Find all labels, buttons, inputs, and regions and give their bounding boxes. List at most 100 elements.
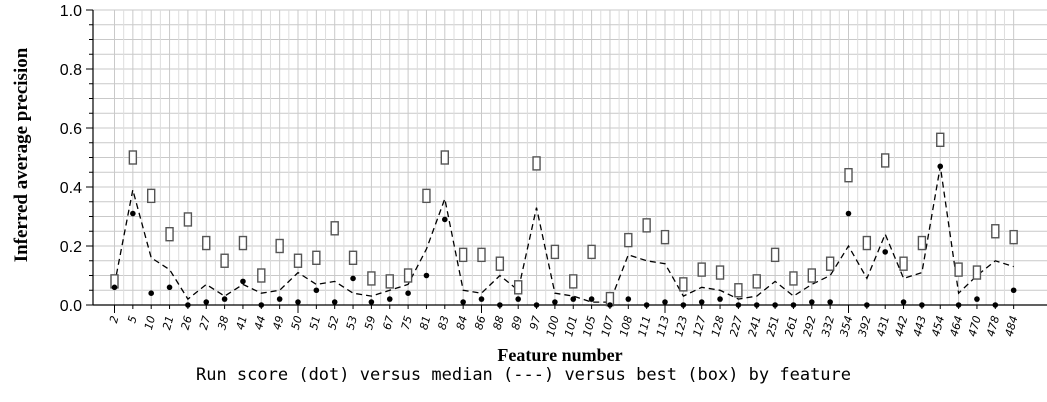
y-axis-label: Inferred average precision — [11, 47, 32, 262]
y-tick-label: 0.2 — [60, 239, 82, 256]
x-tick-label: 241 — [746, 314, 764, 338]
best-box — [660, 229, 670, 245]
x-tick-label: 431 — [874, 314, 892, 338]
run-score-dot — [662, 299, 668, 305]
x-tick-label: 101 — [562, 314, 580, 338]
run-score-dot — [313, 287, 320, 294]
run-score-dot — [221, 296, 228, 302]
x-tick-label: 251 — [764, 314, 782, 338]
x-tick-label: 88 — [491, 314, 507, 331]
x-tick-label: 27 — [197, 314, 213, 331]
x-tick-label: 83 — [436, 314, 452, 331]
x-tick-label: 97 — [527, 314, 543, 331]
run-score-dot — [882, 249, 888, 255]
best-box — [367, 271, 376, 286]
x-tick-label: 51 — [307, 314, 323, 331]
x-tick-label: 470 — [966, 314, 984, 338]
y-axis-ticks: 0.0 0.2 0.4 0.6 0.8 1.0 — [60, 3, 93, 315]
best-box — [128, 150, 138, 165]
x-tick-label: 261 — [782, 314, 800, 338]
best-box — [954, 262, 963, 277]
x-axis-ticks: 2 5 10 21 26 27 38 41 44 49 50 51 52 53 59 67 75 81 83 84 86… — [107, 305, 1021, 338]
best-box — [183, 212, 193, 227]
run-score-dot — [698, 299, 705, 305]
run-score-dot — [331, 299, 338, 305]
best-box — [734, 283, 743, 298]
run-score-dot — [130, 210, 136, 217]
run-score-dot — [809, 299, 815, 305]
x-tick-label: 111 — [636, 314, 654, 338]
best-box — [403, 268, 413, 283]
run-score-dot — [607, 302, 613, 308]
run-score-dot — [570, 296, 577, 302]
run-score-dot — [442, 216, 448, 223]
run-score-dot — [588, 296, 595, 302]
run-score-dot — [919, 302, 925, 308]
x-tick-label: 53 — [344, 314, 360, 331]
run-score-dot — [148, 290, 154, 297]
best-box — [385, 274, 394, 289]
x-tick-label: 2 — [107, 314, 121, 324]
best-box — [202, 235, 211, 251]
x-tick-label: 67 — [380, 314, 396, 331]
run-score-dot — [552, 299, 558, 305]
x-tick-label: 454 — [929, 314, 947, 338]
x-tick-label: 478 — [984, 314, 1002, 338]
best-box — [514, 280, 523, 295]
run-score-dot — [864, 302, 870, 308]
x-tick-label: 84 — [454, 314, 470, 331]
run-score-dot — [625, 296, 632, 302]
best-box — [532, 156, 541, 171]
x-tick-label: 100 — [544, 314, 562, 338]
run-score-dot — [845, 210, 852, 217]
run-score-dot — [992, 302, 999, 308]
x-axis-label: Feature number — [497, 345, 622, 365]
best-box — [165, 226, 174, 242]
run-score-dot — [111, 284, 118, 291]
data-marks — [110, 132, 1018, 308]
run-score-dot — [478, 296, 485, 302]
best-box — [972, 265, 982, 280]
run-score-dot — [735, 302, 742, 308]
x-tick-label: 89 — [509, 314, 525, 331]
best-box — [458, 247, 468, 263]
best-box — [495, 256, 505, 271]
run-score-dot — [185, 302, 191, 308]
run-score-dot — [900, 299, 907, 305]
best-box — [1009, 229, 1018, 245]
x-tick-label: 81 — [417, 314, 433, 331]
best-box — [422, 188, 431, 204]
best-box — [238, 235, 248, 251]
x-tick-label: 44 — [252, 314, 268, 331]
x-tick-label: 127 — [691, 314, 709, 338]
x-tick-label: 392 — [856, 314, 874, 338]
run-score-dot — [423, 272, 430, 279]
run-score-dot — [203, 299, 210, 305]
y-tick-label: 1.0 — [60, 3, 82, 20]
run-score-dot — [386, 296, 393, 302]
y-tick-label: 0.8 — [60, 62, 82, 79]
chart-area: 0.00.20.40.60.81.0 2 5 10 21 26 27 38 41 44 49 50 5… — [11, 3, 1047, 365]
best-box — [293, 253, 303, 268]
best-box — [752, 274, 761, 289]
best-box — [220, 253, 229, 268]
x-tick-label: 59 — [362, 314, 378, 331]
best-box — [587, 244, 596, 260]
x-tick-label: 75 — [399, 314, 415, 331]
grid — [93, 9, 1047, 306]
run-score-dot — [276, 296, 283, 302]
best-box — [862, 235, 872, 251]
best-box — [330, 221, 339, 236]
best-box — [844, 167, 853, 183]
median-line — [113, 166, 1014, 303]
best-box — [550, 244, 560, 260]
best-box — [569, 274, 578, 289]
run-score-dot — [497, 302, 503, 308]
x-tick-label: 442 — [892, 314, 910, 338]
run-score-dot — [405, 290, 411, 297]
best-box — [146, 188, 156, 204]
chart-caption: Run score (dot) versus median (---) vers… — [195, 365, 852, 385]
x-tick-label: 50 — [289, 314, 305, 331]
run-score-dot — [974, 296, 980, 302]
x-tick-label: 26 — [179, 314, 195, 331]
